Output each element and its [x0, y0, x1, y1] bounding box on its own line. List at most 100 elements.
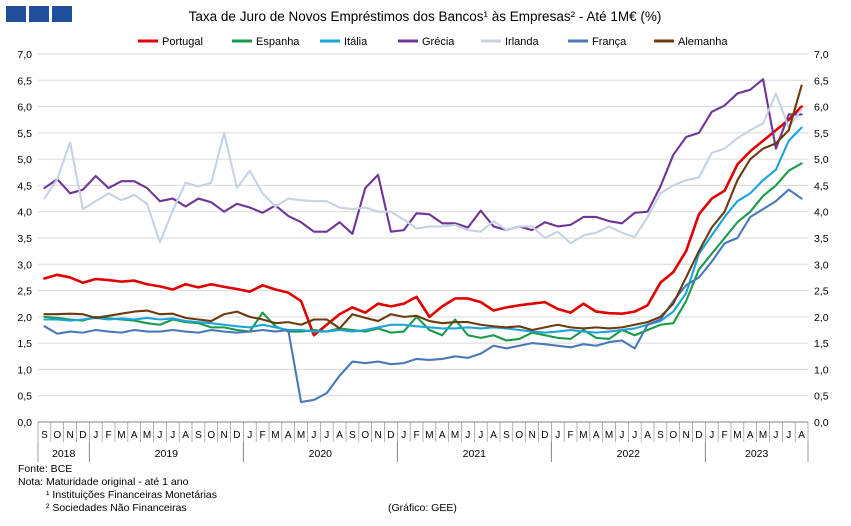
y-tick-label: 2,5	[17, 286, 32, 298]
y-tick-label: 4,5	[17, 180, 32, 192]
y-tick-label: 5,0	[814, 154, 829, 166]
x-month-label: A	[644, 430, 651, 441]
y-tick-label: 1,0	[17, 364, 32, 376]
x-month-label: A	[285, 430, 292, 441]
x-month-label: F	[414, 430, 420, 441]
y-tick-label: 6,5	[814, 75, 829, 87]
x-month-label: J	[324, 430, 329, 441]
x-month-label: J	[157, 430, 162, 441]
y-tick-label: 0,5	[17, 391, 32, 403]
x-month-label: J	[632, 430, 637, 441]
y-tick-label: 3,5	[17, 233, 32, 245]
x-year-label: 2020	[309, 448, 333, 460]
y-tick-label: 5,0	[17, 154, 32, 166]
x-month-label: J	[170, 430, 175, 441]
x-month-label: S	[503, 430, 510, 441]
y-tick-label: 7,0	[17, 49, 32, 61]
gridlines	[38, 53, 808, 423]
x-month-label: M	[425, 430, 433, 441]
x-month-label: M	[117, 430, 125, 441]
y-tick-label: 6,0	[17, 102, 32, 114]
x-month-label: M	[271, 430, 279, 441]
series-line	[43, 126, 803, 334]
footnote-1: ¹ Instituições Financeiras Monetárias	[46, 489, 217, 501]
x-month-label: M	[451, 430, 459, 441]
x-month-label: A	[336, 430, 343, 441]
x-month-label: J	[709, 430, 714, 441]
x-month-label: D	[79, 430, 86, 441]
footnote-grafico: (Gráfico: GEE)	[388, 502, 457, 514]
legend-label: Portugal	[162, 36, 203, 48]
x-month-label: N	[66, 430, 73, 441]
x-month-label: M	[297, 430, 305, 441]
y-tick-label: 5,5	[17, 128, 32, 140]
legend-label: Irlanda	[505, 36, 540, 48]
y-tick-label: 0,5	[814, 391, 829, 403]
y-tick-label: 0,0	[814, 417, 829, 429]
x-year-label: 2022	[617, 448, 641, 460]
x-month-label: O	[207, 430, 215, 441]
y-axis-right: 0,0 0,5 1,0 1,5 2,0 2,5 3,0 3,5 4,0 4,5 5,0 5,5 6,0 6…	[814, 49, 829, 429]
x-month-label: F	[260, 430, 266, 441]
x-month-label: N	[220, 430, 227, 441]
x-month-label: N	[528, 430, 535, 441]
y-tick-label: 4,5	[814, 180, 829, 192]
series-line	[43, 92, 803, 245]
x-month-label: J	[93, 430, 98, 441]
x-month-label: S	[41, 430, 48, 441]
x-month-label: J	[786, 430, 791, 441]
y-tick-label: 4,0	[814, 207, 829, 219]
x-month-label: J	[773, 430, 778, 441]
y-tick-label: 2,0	[17, 312, 32, 324]
x-month-label: N	[374, 430, 381, 441]
x-year-label: 2018	[52, 448, 76, 460]
chart-title: Taxa de Juro de Novos Empréstimos dos Ba…	[189, 9, 662, 24]
y-tick-label: 1,5	[814, 338, 829, 350]
legend-label: Itália	[344, 36, 368, 48]
x-month-label: A	[131, 430, 138, 441]
series-line	[43, 78, 803, 235]
legend-label: França	[592, 36, 627, 48]
x-month-label: M	[579, 430, 587, 441]
series-line	[43, 84, 803, 332]
x-month-label: M	[605, 430, 613, 441]
x-month-label: A	[182, 430, 189, 441]
x-month-label: F	[568, 430, 574, 441]
y-tick-label: 3,0	[814, 259, 829, 271]
x-month-label: J	[619, 430, 624, 441]
x-month-label: M	[759, 430, 767, 441]
y-tick-label: 1,5	[17, 338, 32, 350]
legend-label: Grécia	[422, 36, 455, 48]
x-month-label: O	[361, 430, 369, 441]
y-tick-label: 6,5	[17, 75, 32, 87]
x-month-label: J	[247, 430, 252, 441]
x-month-label: D	[233, 430, 240, 441]
x-month-label: F	[106, 430, 112, 441]
x-month-label: N	[682, 430, 689, 441]
x-month-label: A	[490, 430, 497, 441]
x-month-label: S	[195, 430, 202, 441]
logo-square	[29, 6, 49, 22]
x-month-label: O	[53, 430, 61, 441]
footnote-fonte: Fonte: BCE	[18, 463, 72, 475]
x-month-label: J	[555, 430, 560, 441]
legend: Portugal Espanha Itália Grécia Irlanda França…	[138, 36, 728, 48]
legend-label: Espanha	[256, 36, 300, 48]
footnote-nota: Nota: Maturidade original - até 1 ano	[18, 476, 189, 488]
x-month-label: M	[733, 430, 741, 441]
x-year-label: 2023	[745, 448, 769, 460]
x-month-label: A	[747, 430, 754, 441]
x-month-label: D	[541, 430, 548, 441]
y-axis-left: 0,0 0,5 1,0 1,5 2,0 2,5 3,0 3,5 4,0 4,5 5,0 5,5 6,0 6…	[17, 49, 32, 429]
y-tick-label: 3,5	[814, 233, 829, 245]
x-month-label: F	[722, 430, 728, 441]
x-month-label: O	[669, 430, 677, 441]
y-tick-label: 5,5	[814, 128, 829, 140]
series-line	[43, 162, 803, 342]
gee-logo	[6, 6, 72, 22]
y-tick-label: 7,0	[814, 49, 829, 61]
x-month-label: J	[465, 430, 470, 441]
x-month-label: D	[387, 430, 394, 441]
